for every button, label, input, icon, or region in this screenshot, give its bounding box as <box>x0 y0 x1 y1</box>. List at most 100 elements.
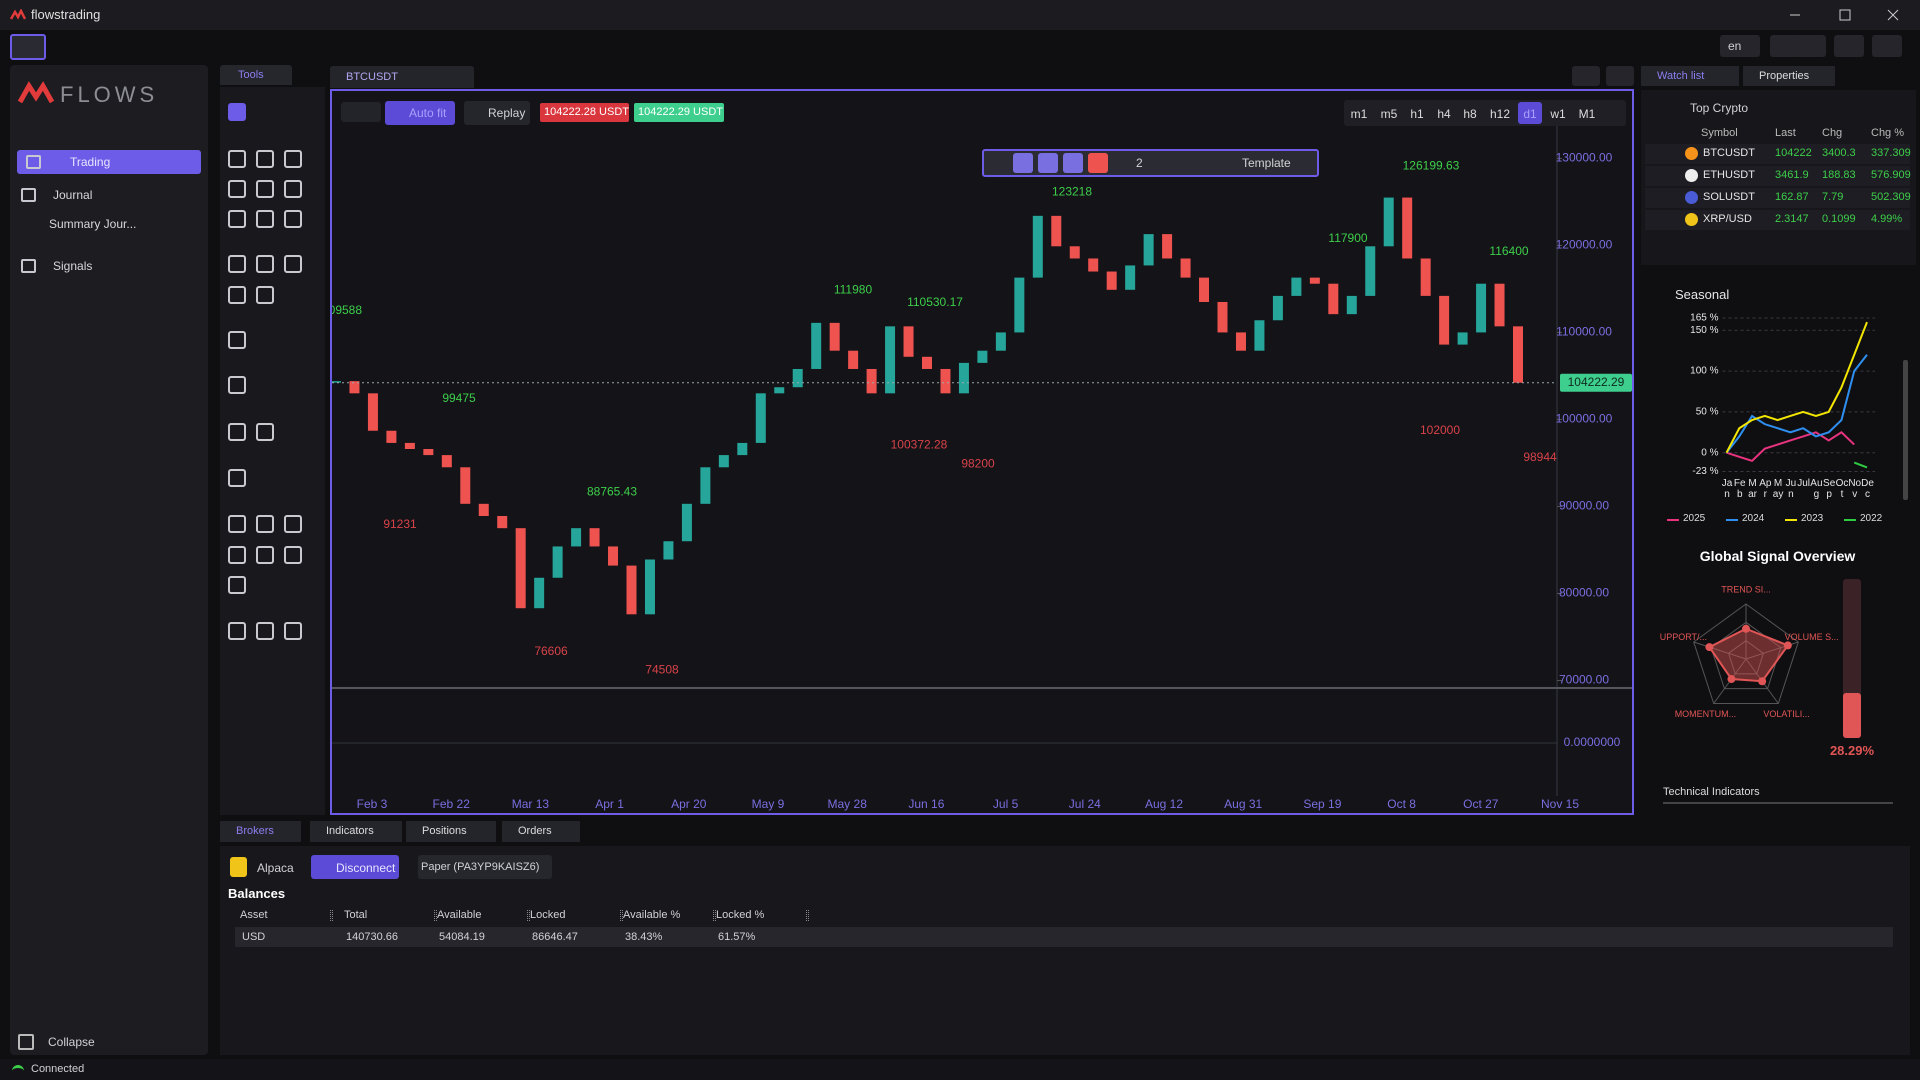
table-header[interactable]: Available % <box>623 909 681 921</box>
timeframe-button[interactable]: w1 <box>1550 107 1566 121</box>
timeframe-button[interactable]: M1 <box>1578 107 1596 121</box>
tool-button[interactable] <box>228 515 246 533</box>
draw-color-button[interactable] <box>1063 153 1083 173</box>
candle <box>1106 271 1117 290</box>
watchlist-row[interactable] <box>1645 166 1910 186</box>
tool-button[interactable] <box>284 255 302 273</box>
timeframe-button[interactable]: m5 <box>1380 107 1398 121</box>
tool-button[interactable] <box>284 622 302 640</box>
panel-tab[interactable]: Watch list <box>1641 66 1739 86</box>
chart-top-button[interactable] <box>1572 66 1600 86</box>
chart-top-button[interactable] <box>1606 66 1634 86</box>
bottom-tab[interactable]: Orders <box>502 821 580 842</box>
tool-button[interactable] <box>256 622 274 640</box>
table-header[interactable]: Total <box>344 909 368 921</box>
tool-button[interactable] <box>256 255 274 273</box>
collapse-button[interactable]: Collapse <box>48 1035 95 1049</box>
table-header[interactable]: Locked % <box>716 909 765 921</box>
tool-button[interactable] <box>228 331 246 349</box>
candle <box>811 322 822 369</box>
tool-button[interactable] <box>228 576 246 594</box>
nav-active-bg[interactable] <box>17 150 201 174</box>
timeframe-button[interactable]: d1 <box>1518 102 1542 124</box>
candle <box>332 381 341 383</box>
tool-button[interactable] <box>256 423 274 441</box>
broker-name: Alpaca <box>257 861 294 875</box>
candle <box>1051 215 1062 247</box>
chart-tab[interactable]: BTCUSDT <box>330 66 474 88</box>
bottom-tab[interactable]: Positions <box>406 821 496 842</box>
list-select[interactable]: Top Crypto <box>1690 101 1749 115</box>
tool-button[interactable] <box>284 150 302 168</box>
tool-button[interactable] <box>228 622 246 640</box>
table-header[interactable]: Asset <box>240 909 268 921</box>
tool-button[interactable] <box>256 180 274 198</box>
top-control[interactable] <box>1872 35 1902 57</box>
tool-button[interactable] <box>256 515 274 533</box>
tools-tab[interactable]: Tools <box>220 65 292 85</box>
top-control[interactable] <box>1796 35 1826 57</box>
tool-button[interactable] <box>228 180 246 198</box>
watchlist-row[interactable] <box>1645 188 1910 208</box>
tool-button[interactable] <box>284 210 302 228</box>
panel-tab[interactable]: Properties <box>1743 66 1835 86</box>
draw-color-button[interactable] <box>1088 153 1108 173</box>
radar-point <box>1705 643 1714 652</box>
tool-button[interactable] <box>228 376 246 394</box>
timeframe-button[interactable]: h12 <box>1489 107 1511 121</box>
top-control[interactable] <box>1834 35 1864 57</box>
bottom-tab[interactable]: Indicators <box>310 821 402 842</box>
disconnect-button[interactable]: Disconnect <box>311 855 399 879</box>
tool-button[interactable] <box>228 546 246 564</box>
seasonal-tick-label: 100 % <box>1690 366 1718 377</box>
tool-button[interactable] <box>228 469 246 487</box>
nav-item[interactable]: Summary Jour... <box>49 217 137 231</box>
tool-button[interactable] <box>228 423 246 441</box>
tool-button[interactable] <box>256 286 274 304</box>
candle <box>460 467 471 504</box>
watchlist-row[interactable] <box>1645 210 1910 230</box>
top-control[interactable] <box>1770 35 1800 57</box>
timeframe-button[interactable]: h1 <box>1410 107 1424 121</box>
column-separator <box>330 910 333 921</box>
seasonal-month: Sep <box>1823 478 1836 500</box>
table-header[interactable]: Available <box>437 909 482 921</box>
timeframe-button[interactable]: h4 <box>1437 107 1451 121</box>
watchlist-row[interactable] <box>1645 144 1910 164</box>
account-select[interactable]: Paper (PA3YP9KAISZ6) <box>418 855 552 879</box>
candle <box>497 516 508 529</box>
draw-color-button[interactable] <box>1038 153 1058 173</box>
tool-button[interactable] <box>256 546 274 564</box>
watchlist-header: Symbol <box>1701 127 1738 139</box>
tool-button[interactable] <box>284 515 302 533</box>
table-header[interactable]: Locked <box>530 909 566 921</box>
timeframe-button[interactable]: h8 <box>1463 107 1477 121</box>
tool-button[interactable] <box>284 180 302 198</box>
tool-button[interactable] <box>228 286 246 304</box>
nav-item[interactable]: Journal <box>53 188 93 202</box>
tool-button[interactable] <box>256 150 274 168</box>
nav-item[interactable]: Signals <box>53 259 93 273</box>
replay-button[interactable]: Replay <box>464 101 530 125</box>
gauge-label: 28.29% <box>1829 743 1875 758</box>
layout-button[interactable] <box>10 34 46 60</box>
tool-button[interactable] <box>284 546 302 564</box>
tool-button[interactable] <box>228 150 246 168</box>
draw-color-button[interactable] <box>1013 153 1033 173</box>
template-button[interactable]: Template <box>1242 156 1291 170</box>
tool-button[interactable] <box>256 210 274 228</box>
date-label: Mar 13 <box>512 797 550 811</box>
nav-item[interactable]: Trading <box>70 155 111 169</box>
tool-button[interactable] <box>228 255 246 273</box>
tool-button[interactable] <box>228 210 246 228</box>
pivot-high-label: 116400 <box>1489 244 1528 258</box>
bottom-tab[interactable]: Brokers <box>220 821 301 842</box>
auto-fit-button[interactable]: Auto fit <box>385 101 455 125</box>
line-width-select[interactable]: 2 <box>1136 156 1143 170</box>
language-select[interactable]: en <box>1720 35 1760 57</box>
seasonal-month: Apr <box>1759 478 1772 500</box>
zoom-buttons[interactable] <box>341 102 381 122</box>
tool-button[interactable] <box>228 103 246 121</box>
timeframe-button[interactable]: m1 <box>1350 107 1368 121</box>
window-controls[interactable] <box>1780 6 1910 24</box>
